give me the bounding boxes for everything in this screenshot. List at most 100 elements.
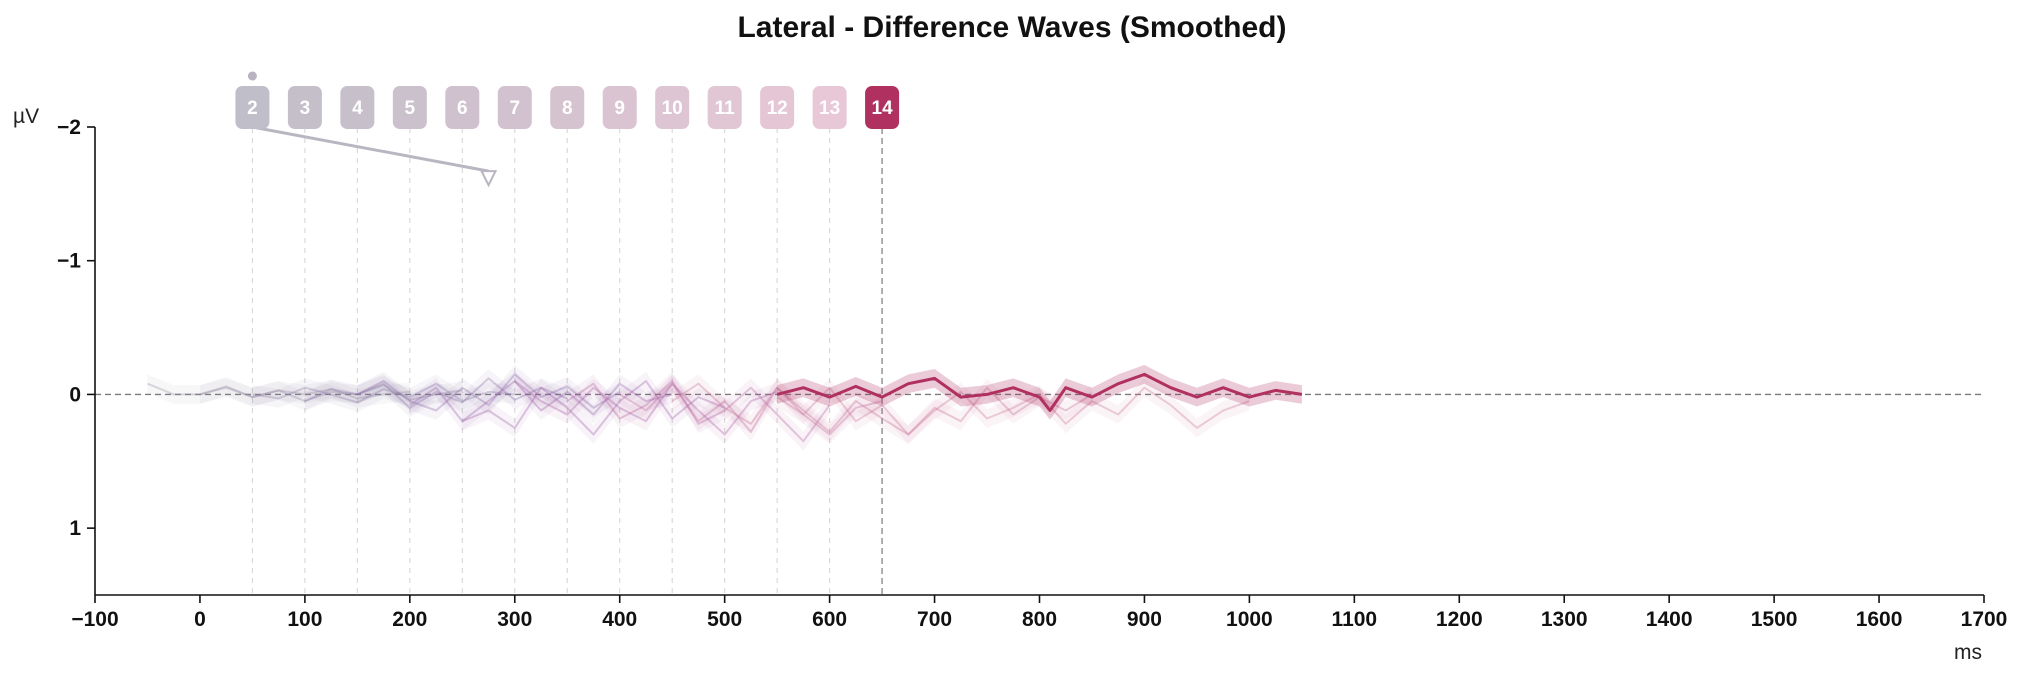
x-tick-label: 1700 bbox=[1961, 608, 2008, 631]
epoch-marker-5[interactable]: 5 bbox=[392, 86, 427, 129]
series-7-line bbox=[409, 380, 673, 423]
series-2-line bbox=[147, 382, 410, 400]
chart-title: Lateral - Difference Waves (Smoothed) bbox=[737, 11, 1286, 44]
series-13-band bbox=[777, 378, 1250, 444]
series-13-line bbox=[776, 386, 1250, 436]
epoch-marker-badge[interactable] bbox=[760, 86, 795, 129]
epoch-marker-badge[interactable] bbox=[707, 86, 742, 129]
series-8-line bbox=[461, 380, 726, 436]
epoch-marker-label[interactable]: 7 bbox=[509, 98, 520, 119]
series-11-line bbox=[619, 382, 883, 436]
x-tick-label: 800 bbox=[1022, 608, 1057, 631]
x-tick-label: 900 bbox=[1127, 608, 1162, 631]
x-tick-label: 700 bbox=[917, 608, 952, 631]
epoch-marker-badge[interactable] bbox=[445, 86, 480, 129]
annotation-group bbox=[247, 71, 498, 188]
x-tick-label: 100 bbox=[287, 608, 322, 631]
epoch-marker-label[interactable]: 14 bbox=[872, 98, 894, 119]
x-tick-label: 1000 bbox=[1226, 608, 1273, 631]
annotation-arrow-head bbox=[479, 170, 498, 188]
series-5-band bbox=[304, 369, 568, 418]
epoch-marker-badge[interactable] bbox=[287, 86, 322, 129]
series-group bbox=[147, 365, 1303, 451]
epoch-marker-group[interactable]: 2 3 4 5 6 7 8 9 10 11 12 13 14 bbox=[235, 86, 900, 129]
epoch-marker-7[interactable]: 7 bbox=[497, 86, 532, 129]
epoch-marker-13[interactable]: 13 bbox=[812, 86, 847, 129]
epoch-marker-label[interactable]: 6 bbox=[457, 98, 468, 119]
epoch-marker-3[interactable]: 3 bbox=[287, 86, 322, 129]
epoch-marker-label[interactable]: 5 bbox=[405, 98, 416, 119]
epoch-marker-10[interactable]: 10 bbox=[655, 86, 690, 129]
y-tick-label: 1 bbox=[69, 517, 81, 540]
x-tick-label: 1100 bbox=[1332, 608, 1378, 631]
axes-group: −100 0 100 200 300 400 500 600 700 800 900 1000 1100… bbox=[57, 116, 2007, 631]
epoch-marker-badge[interactable] bbox=[497, 86, 532, 129]
series-3-band bbox=[199, 375, 463, 411]
series-5-line bbox=[304, 377, 568, 409]
series-11-band bbox=[619, 374, 883, 444]
epoch-marker-9[interactable]: 9 bbox=[602, 86, 637, 129]
y-tick-label: 0 bbox=[69, 383, 81, 406]
series-6-line bbox=[356, 373, 621, 412]
series-2-band bbox=[147, 374, 410, 408]
series-14-line bbox=[776, 372, 1303, 412]
annotation-arrow-line bbox=[252, 125, 489, 173]
epoch-marker-badge[interactable] bbox=[602, 86, 637, 129]
series-9-line bbox=[514, 380, 778, 436]
series-4-band bbox=[252, 374, 515, 412]
series-12-line bbox=[671, 382, 1093, 436]
x-tick-label: 1400 bbox=[1646, 608, 1693, 631]
x-tick-label: 300 bbox=[497, 608, 532, 631]
epoch-marker-label[interactable]: 9 bbox=[614, 98, 625, 119]
epoch-marker-badge[interactable] bbox=[655, 86, 690, 129]
epoch-marker-badge[interactable] bbox=[340, 86, 375, 129]
x-tick-label: 400 bbox=[602, 608, 637, 631]
x-tick-label: 200 bbox=[392, 608, 427, 631]
series-10-band bbox=[567, 371, 830, 451]
epoch-marker-label[interactable]: 4 bbox=[352, 98, 363, 119]
epoch-marker-badge[interactable] bbox=[235, 86, 270, 129]
series-6-band bbox=[357, 365, 620, 420]
y-axis-label: µV bbox=[13, 105, 39, 128]
x-tick-label: 1200 bbox=[1436, 608, 1483, 631]
epoch-marker-2[interactable]: 2 bbox=[235, 86, 270, 129]
epoch-marker-4[interactable]: 4 bbox=[340, 86, 375, 129]
series-9-band bbox=[514, 371, 778, 444]
epoch-marker-label[interactable]: 13 bbox=[819, 98, 840, 119]
series-14-band bbox=[777, 365, 1302, 420]
epoch-marker-badge[interactable] bbox=[392, 86, 427, 129]
drag-handle-dot[interactable] bbox=[247, 71, 257, 81]
epoch-marker-label[interactable]: 3 bbox=[300, 98, 311, 119]
x-tick-label: 500 bbox=[707, 608, 742, 631]
series-10-line bbox=[566, 380, 831, 443]
epoch-guides bbox=[251, 128, 883, 595]
y-tick-label: −1 bbox=[57, 250, 81, 273]
series-3-line bbox=[199, 384, 463, 403]
epoch-marker-badge[interactable] bbox=[550, 86, 585, 129]
epoch-marker-14[interactable]: 14 bbox=[865, 86, 900, 129]
series-12-band bbox=[672, 374, 1092, 444]
epoch-marker-label[interactable]: 2 bbox=[247, 98, 258, 119]
epoch-marker-label[interactable]: 10 bbox=[662, 98, 683, 119]
x-tick-label: 0 bbox=[194, 608, 206, 631]
series-7-band bbox=[409, 371, 673, 431]
epoch-marker-8[interactable]: 8 bbox=[550, 86, 585, 129]
epoch-marker-11[interactable]: 11 bbox=[707, 86, 742, 129]
epoch-marker-12[interactable]: 12 bbox=[760, 86, 795, 129]
epoch-marker-6[interactable]: 6 bbox=[445, 86, 480, 129]
x-tick-label: 1300 bbox=[1541, 608, 1588, 631]
x-tick-label: 1500 bbox=[1751, 608, 1798, 631]
epoch-marker-badge[interactable] bbox=[812, 86, 847, 129]
x-tick-label: 1600 bbox=[1856, 608, 1903, 631]
epoch-marker-label[interactable]: 11 bbox=[715, 98, 736, 119]
epoch-marker-label[interactable]: 8 bbox=[562, 98, 573, 119]
x-axis-label: ms bbox=[1954, 641, 1982, 664]
x-tick-label: −100 bbox=[71, 608, 118, 631]
x-tick-label: 600 bbox=[812, 608, 847, 631]
y-tick-label: −2 bbox=[57, 116, 81, 139]
epoch-marker-label[interactable]: 12 bbox=[767, 98, 788, 119]
series-4-line bbox=[252, 382, 515, 404]
epoch-marker-badge[interactable] bbox=[865, 86, 900, 129]
